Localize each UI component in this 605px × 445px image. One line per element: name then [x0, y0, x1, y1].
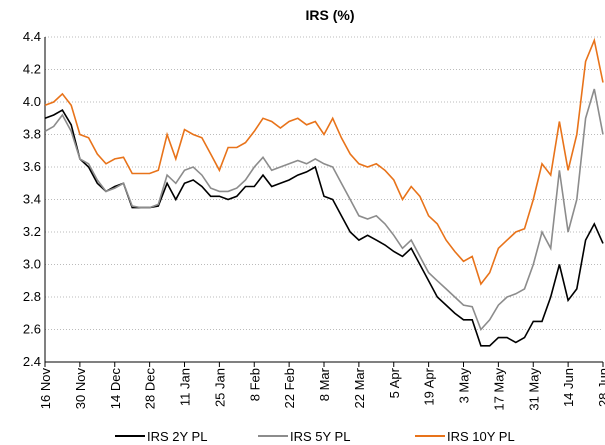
legend-label: IRS 10Y PL — [447, 429, 515, 444]
y-tick-label: 3.4 — [23, 192, 41, 207]
x-tick-label: 5 Apr — [387, 367, 402, 398]
x-tick-label: 31 May — [526, 368, 541, 411]
y-tick-label: 4.4 — [23, 29, 41, 44]
x-tick-label: 14 Jun — [561, 368, 576, 407]
x-tick-label: 11 Jan — [178, 368, 193, 406]
series-line — [44, 109, 604, 347]
legend-label: IRS 5Y PL — [290, 429, 350, 444]
x-tick-label: 28 Dec — [143, 368, 158, 410]
x-tick-label: 28 Jun — [596, 368, 605, 407]
x-tick-label: 22 Feb — [282, 368, 297, 408]
x-tick-label: 22 Mar — [352, 367, 367, 408]
y-tick-label: 2.4 — [23, 354, 41, 369]
y-tick-label: 4.2 — [23, 62, 41, 77]
x-tick-label: 8 Mar — [317, 367, 332, 401]
x-tick-label: 25 Jan — [212, 368, 227, 407]
legend-label: IRS 2Y PL — [147, 429, 207, 444]
y-tick-label: 3.0 — [23, 257, 41, 272]
x-tick-label: 8 Feb — [247, 368, 262, 401]
chart-title: IRS (%) — [306, 7, 355, 23]
y-tick-label: 3.2 — [23, 224, 41, 239]
series-line — [44, 88, 604, 332]
series-line — [44, 37, 604, 286]
y-tick-label: 3.8 — [23, 127, 41, 142]
y-tick-label: 2.6 — [23, 322, 41, 337]
y-tick-label: 3.6 — [23, 159, 41, 174]
y-tick-label: 2.8 — [23, 289, 41, 304]
y-tick-label: 4.0 — [23, 94, 41, 109]
x-tick-label: 19 Apr — [422, 367, 437, 405]
x-tick-label: 14 Dec — [108, 368, 123, 410]
x-tick-label: 30 Nov — [73, 368, 88, 410]
x-tick-label: 17 May — [491, 368, 506, 411]
x-tick-label: 16 Nov — [38, 368, 53, 410]
x-tick-label: 3 May — [457, 368, 472, 404]
